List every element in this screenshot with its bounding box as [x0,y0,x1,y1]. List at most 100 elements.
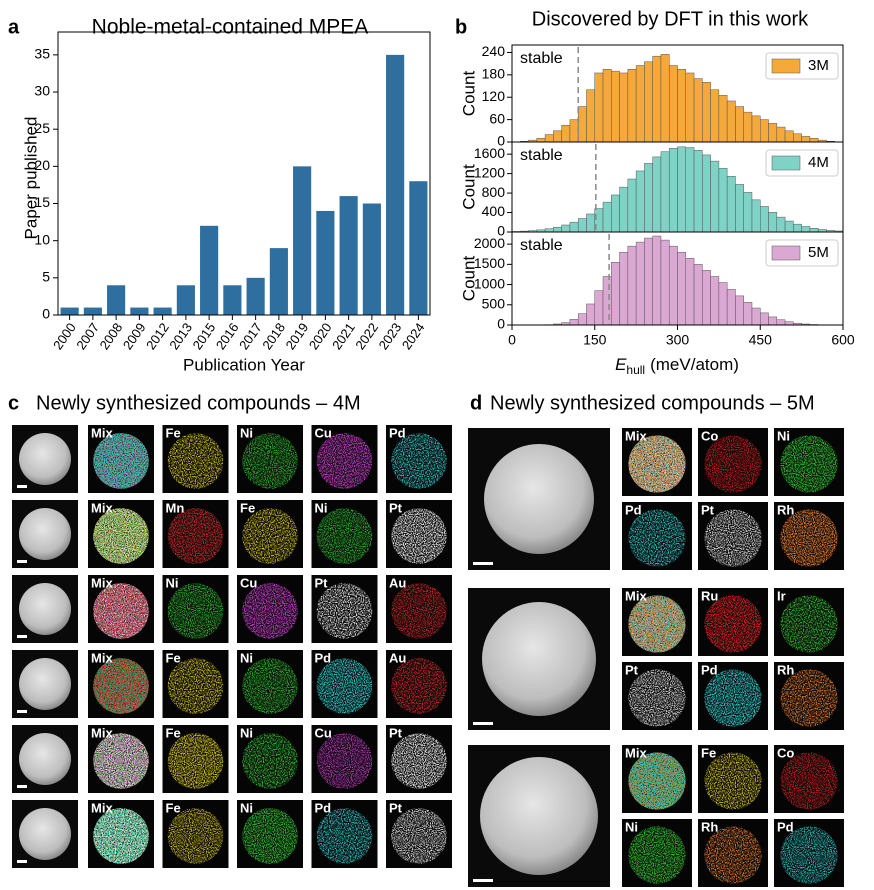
nanoparticle [19,733,71,785]
x-tick-label: 600 [831,332,855,348]
element-label: Mn [166,500,185,515]
x-tick-label: 300 [666,332,690,348]
element-signal [780,435,837,492]
element-label: Mix [91,725,113,740]
element-signal [242,508,297,563]
bar [177,285,195,315]
bar [154,308,172,315]
histogram-bar [735,296,743,325]
histogram-bar [611,195,619,232]
histogram-bar [653,157,661,232]
element-signal [168,583,223,638]
element-signal [704,669,761,726]
element-signal [704,595,761,652]
element-label: Mix [625,428,647,443]
y-tick-label: 120 [482,88,506,104]
element-label: Ni [166,575,179,590]
legend-label: 4M [808,154,829,171]
histogram-bar [744,112,752,142]
histogram-bar [735,107,743,142]
y-tick-label: 35 [34,46,50,62]
histogram-bar [785,131,793,142]
y-tick-label: 5 [42,269,50,285]
element-label: Mix [91,650,113,665]
element-signal [242,433,297,488]
element-signal [628,826,685,883]
histogram-bar [653,56,661,142]
histogram-bar [678,147,686,232]
histogram-bar [553,227,561,232]
x-axis-label: Publication Year [183,355,305,374]
y-tick-label: 1600 [474,145,505,161]
element-signal [242,808,297,863]
histogram-bar [793,224,801,232]
histogram-bar [644,163,652,232]
x-tick-label: 0 [508,332,516,348]
y-tick-label: 1500 [474,255,505,271]
histogram-bar [653,236,661,325]
element-signal [317,808,372,863]
element-signal [391,583,446,638]
y-tick-label: 1200 [474,164,505,180]
bar [293,166,311,315]
element-label: Fe [166,725,181,740]
histogram-bar [694,264,702,325]
x-tick-label: 2017 [236,320,265,352]
histogram-bar [760,206,768,232]
annotation: stable [520,147,563,164]
element-label: Fe [701,745,716,760]
histogram-bar [644,238,652,325]
element-signal [391,508,446,563]
element-label: Cu [315,425,332,440]
histogram-bar [702,82,710,142]
element-label: Pd [701,662,718,677]
histogram-bar [686,73,694,142]
y-tick-label: 30 [34,83,50,99]
legend-label: 3M [808,57,829,74]
histogram-bar [545,135,553,142]
x-tick-label: 2012 [143,320,172,352]
histogram-bar [727,289,735,325]
element-label: Mix [625,745,647,760]
y-tick-label: 0 [497,316,505,332]
histogram-bar [636,171,644,232]
x-tick-label: 2016 [213,320,242,352]
histogram-bar [760,120,768,142]
nanoparticle [19,583,71,635]
x-label-subscript: hull [626,363,645,377]
histogram-bar [752,116,760,142]
y-axis-label: Count [459,71,478,117]
bar [130,308,148,315]
bar [84,308,102,315]
histogram-bar [603,202,611,232]
histogram-bar [553,131,561,142]
histogram-bar [719,283,727,325]
x-tick-label: 2018 [259,320,288,352]
x-tick-label: 2022 [352,320,381,352]
element-label: Ni [240,650,253,665]
figure: aNoble-metal-contained MPEA0510152025303… [0,0,874,890]
element-label: Fe [166,800,181,815]
element-signal [704,509,761,566]
x-axis-label: Ehull(meV/atom) [615,355,739,377]
histogram-bar [578,107,586,142]
histogram-bar [802,136,810,142]
chart-title: Discovered by DFT in this work [532,8,809,30]
element-label: Fe [240,500,255,515]
element-label: Pd [777,819,794,834]
element-signal [168,658,223,713]
x-tick-label: 2020 [306,320,335,352]
histogram-bar [578,314,586,325]
element-label: Ir [777,588,786,603]
bar [316,211,334,315]
histogram-bar [678,252,686,325]
element-signal [168,808,223,863]
element-label: Cu [240,575,257,590]
bar [409,181,427,315]
nanoparticle [482,602,596,716]
element-signal [168,433,223,488]
legend-swatch [772,156,800,170]
scale-bar [17,710,27,713]
bar [270,248,288,315]
histogram-bar [636,242,644,325]
